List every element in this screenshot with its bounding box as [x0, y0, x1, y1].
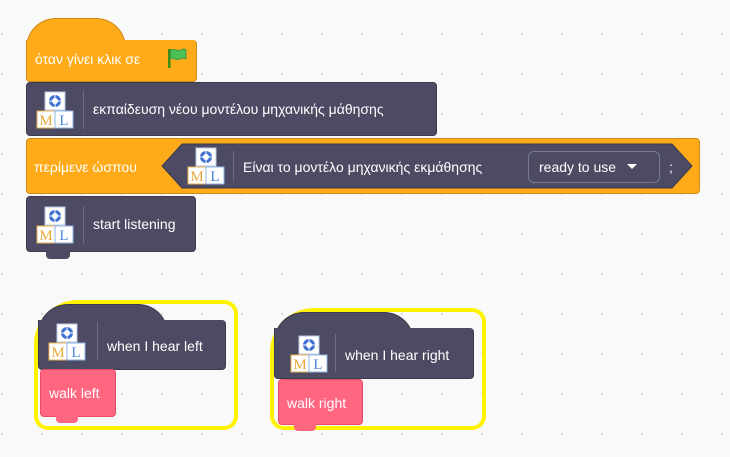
- separator: [83, 206, 84, 244]
- ml-extension-icon: [36, 91, 74, 130]
- ml-extension-icon: [36, 206, 74, 245]
- walk-left-block[interactable]: walk left: [40, 369, 116, 417]
- start-listening-label: start listening: [93, 216, 176, 232]
- semicolon-label: ;: [669, 159, 673, 175]
- start-listening-block[interactable]: start listening: [26, 196, 196, 252]
- walk-left-label: walk left: [49, 385, 100, 401]
- separator: [97, 322, 98, 360]
- ml-extension-icon: [187, 147, 225, 186]
- block-notch: [294, 424, 316, 431]
- block-notch: [56, 416, 78, 423]
- when-flag-clicked-block[interactable]: όταν γίνει κλικ σε: [26, 40, 197, 82]
- block-notch: [46, 251, 70, 259]
- ml-extension-icon: [290, 335, 328, 374]
- walk-right-label: walk right: [287, 395, 347, 411]
- separator: [83, 91, 84, 129]
- separator: [335, 334, 336, 372]
- train-model-block[interactable]: εκπαίδευση νέου μοντέλου μηχανικής μάθησ…: [26, 82, 437, 136]
- when-hear-right-block[interactable]: when I hear right: [274, 328, 474, 379]
- model-status-dropdown[interactable]: ready to use: [528, 151, 660, 183]
- model-status-value: ready to use: [539, 159, 617, 175]
- script-hear-right[interactable]: when I hear right walk right: [268, 308, 490, 435]
- when-hear-right-label: when I hear right: [345, 347, 450, 363]
- green-flag-icon: [168, 48, 187, 68]
- when-hear-left-label: when I hear left: [107, 338, 203, 354]
- train-model-label: εκπαίδευση νέου μοντέλου μηχανικής μάθησ…: [93, 101, 384, 117]
- separator: [233, 151, 234, 181]
- wait-until-label: περίμενε ώσπου: [34, 159, 137, 175]
- model-status-label: Είναι το μοντέλο μηχανικής εκμάθησης: [243, 159, 483, 175]
- dropdown-caret-icon: [627, 164, 638, 169]
- ml-extension-icon: [48, 323, 86, 362]
- when-flag-clicked-label: όταν γίνει κλικ σε: [35, 51, 141, 67]
- script-green-flag[interactable]: όταν γίνει κλικ σε εκπαίδευση νέου μοντέ…: [0, 0, 730, 270]
- walk-right-block[interactable]: walk right: [278, 379, 363, 425]
- when-hear-left-block[interactable]: when I hear left: [38, 320, 226, 370]
- script-hear-left[interactable]: when I hear left walk left: [30, 298, 240, 433]
